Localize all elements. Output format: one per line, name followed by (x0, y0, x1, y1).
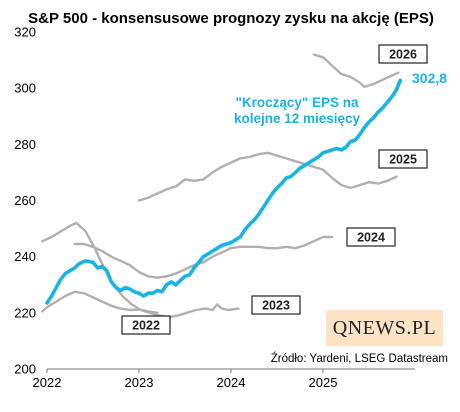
chart-title: S&P 500 - konsensusowe prognozy zysku na… (28, 10, 434, 27)
y-tick-label: 280 (14, 137, 36, 152)
series-line-2024 (73, 235, 334, 279)
year-box-2024 (346, 227, 396, 247)
forward-eps-annotation-line2: kolejne 12 miesięcy (234, 111, 361, 126)
y-tick-label: 320 (14, 25, 36, 40)
series-layer (41, 53, 403, 319)
series-forward-eps-line (45, 78, 403, 305)
series-line-2022 (41, 290, 159, 314)
y-tick-label: 300 (14, 81, 36, 96)
logo-text: QNEWS.PL (332, 316, 437, 339)
x-tick-label: 2025 (309, 375, 338, 390)
y-axis-ticks: 200 220 240 260 280 300 320 (14, 25, 36, 377)
y-tick-label: 260 (14, 193, 36, 208)
y-tick-label: 240 (14, 249, 36, 264)
series-line-2026 (312, 53, 400, 88)
year-box-2025 (378, 149, 428, 169)
year-box-2022 (121, 315, 171, 335)
series-line-2025 (137, 151, 398, 202)
year-box-2023 (251, 295, 301, 315)
year-box-label: 2023 (262, 299, 290, 313)
forward-eps-annotation-line1: "Kroczący" EPS na (235, 95, 359, 110)
x-tick-label: 2022 (33, 375, 62, 390)
x-tick-label: 2024 (217, 375, 246, 390)
year-box-label: 2025 (389, 153, 417, 167)
y-tick-label: 200 (14, 362, 36, 377)
year-box-label: 2022 (132, 319, 160, 333)
x-tick-label: 2023 (125, 375, 154, 390)
x-axis-ticks: 2022 2023 2024 2025 (33, 369, 338, 390)
source-note: Źródło: Yardeni, LSEG Datastream (271, 352, 448, 365)
year-box-label: 2026 (389, 48, 417, 62)
forward-eps-last-value: 302,8 (412, 70, 447, 86)
y-tick-label: 220 (14, 305, 36, 320)
qnews-logo: QNEWS.PL (326, 310, 443, 346)
year-box-2026 (378, 44, 428, 64)
year-box-label: 2024 (357, 231, 385, 245)
year-label-boxes: 2022 2023 2024 2025 2026 (121, 44, 428, 335)
